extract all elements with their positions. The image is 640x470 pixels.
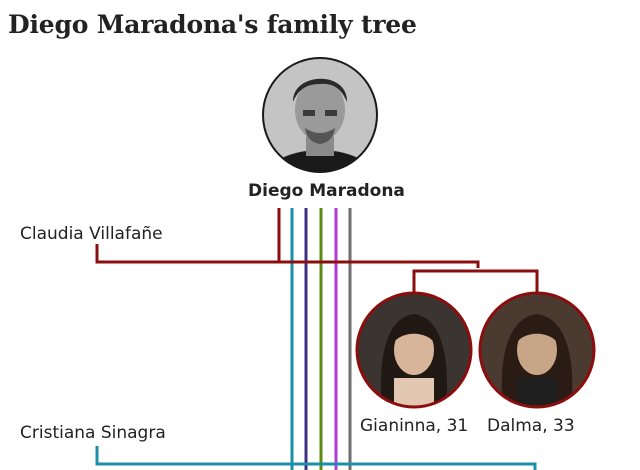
children-bracket-villafane [412,269,539,294]
partner-name-sinagra: Cristiana Sinagra [20,423,166,443]
page-title: Diego Maradona's family tree [8,10,417,39]
child-name-gianinna: Gianinna, 31 [360,416,469,436]
partner-line-sinagra [95,446,537,470]
dalma-photo [478,291,596,409]
gianinna-photo [355,291,473,409]
child-name-dalma: Dalma, 33 [487,416,575,436]
partner-line-villafane [95,244,480,268]
root-person-name: Diego Maradona [248,181,405,201]
partner-name-villafane: Claudia Villafañe [20,224,163,244]
